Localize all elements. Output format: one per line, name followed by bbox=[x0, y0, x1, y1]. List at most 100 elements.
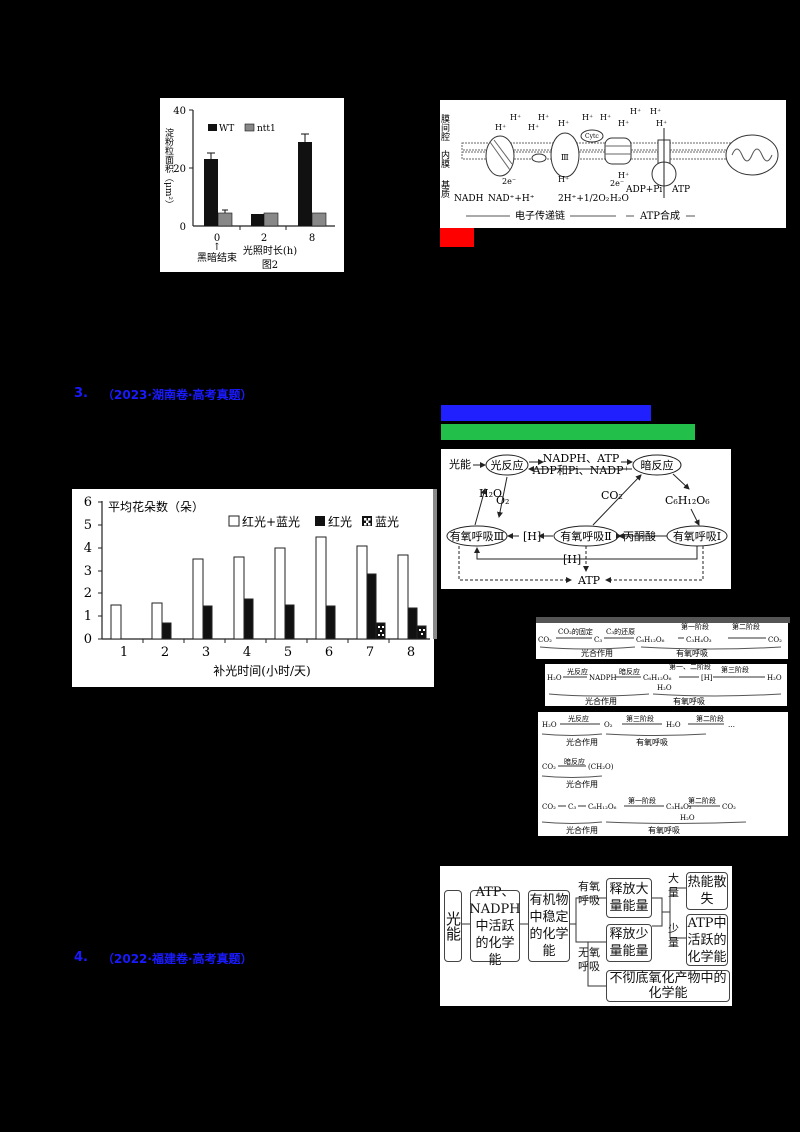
label-nad: NAD⁺+H⁺ bbox=[488, 194, 535, 204]
question-4-heading: 4. （2022·福建卷·高考真题） bbox=[74, 950, 252, 965]
svg-text:Cytc: Cytc bbox=[585, 133, 599, 140]
svg-text:H₂O: H₂O bbox=[666, 721, 681, 729]
label-etc: 电子传递链 bbox=[515, 209, 565, 222]
svg-text:C₆H₁₂O₆: C₆H₁₂O₆ bbox=[665, 494, 710, 507]
svg-text:H⁺: H⁺ bbox=[650, 107, 661, 116]
svg-text:有氧呼吸: 有氧呼吸 bbox=[673, 696, 705, 706]
divider-strip bbox=[433, 489, 437, 639]
svg-text:H₂O: H₂O bbox=[547, 674, 562, 682]
bar-rb-8 bbox=[397, 554, 409, 640]
fig2-xtick-8: 8 bbox=[309, 233, 315, 244]
svg-text:3: 3 bbox=[202, 645, 210, 660]
box-heat-loss: 热能散失 bbox=[686, 872, 728, 910]
svg-text:C₃: C₃ bbox=[594, 636, 602, 644]
cycle-diagram-panel: 光能 光反应 暗反应 NADPH、ATP ADP和Pi、NADP⁺ H₂O O₂… bbox=[441, 449, 731, 589]
label-intermembrane-space: 膜间腔 bbox=[440, 114, 450, 142]
svg-text:H⁺: H⁺ bbox=[510, 113, 521, 122]
flower-chart-panel: 0 1 2 3 4 5 6 平均花朵数（朵） 红光+蓝光 红光 蓝光 bbox=[72, 489, 434, 687]
svg-text:C₃: C₃ bbox=[568, 803, 576, 811]
flower-chart-title: 平均花朵数（朵） bbox=[108, 499, 204, 514]
box-release-big: 释放大量能量 bbox=[606, 878, 652, 918]
legend-red: 红光 bbox=[328, 514, 352, 529]
node-resp1: 有氧呼吸Ⅰ bbox=[673, 529, 721, 543]
svg-text:有氧呼吸: 有氧呼吸 bbox=[636, 737, 668, 747]
svg-text:H⁺: H⁺ bbox=[528, 123, 539, 132]
svg-text:光合作用: 光合作用 bbox=[566, 825, 598, 835]
fig2-ytick-0: 0 bbox=[180, 222, 186, 233]
svg-text:光合作用: 光合作用 bbox=[566, 779, 598, 789]
svg-text:4: 4 bbox=[84, 541, 92, 556]
svg-text:3: 3 bbox=[84, 564, 92, 579]
fig2-xtick-2: 2 bbox=[261, 233, 267, 244]
section-2-subheading: 1.光合作用与有氧呼吸中物质和能量的转化关系 bbox=[441, 424, 695, 440]
svg-text:4: 4 bbox=[243, 645, 251, 660]
label-matrix: 基质 bbox=[440, 179, 450, 199]
svg-text:H⁺: H⁺ bbox=[538, 113, 549, 122]
fig2-bar-ntt1-2 bbox=[263, 212, 279, 227]
svg-text:H₂O: H₂O bbox=[542, 721, 557, 729]
bar-rb-5 bbox=[274, 547, 286, 640]
bar-r-2 bbox=[161, 622, 172, 640]
svg-text:CO₂: CO₂ bbox=[722, 803, 736, 811]
label-adp-pi: ADP+Pi bbox=[625, 185, 662, 195]
box-organic-matter: 有机物中稳定的化学能 bbox=[528, 890, 570, 962]
label-h-o2: 2H⁺+1/2O₂ bbox=[558, 194, 610, 204]
svg-text:第三阶段: 第三阶段 bbox=[721, 665, 749, 674]
svg-text:5: 5 bbox=[284, 645, 292, 660]
node-dark-reaction: 暗反应 bbox=[641, 458, 674, 472]
svg-text:光能: 光能 bbox=[449, 457, 471, 471]
mito-diagram: 膜间腔 内膜 基质 Ⅲ Cytc H⁺ H⁺ H⁺ H⁺ H⁺ H⁺ H⁺ H⁺ H⁺ H… bbox=[439, 107, 779, 222]
svg-text:第一阶段: 第一阶段 bbox=[681, 623, 709, 631]
svg-text:Ⅲ: Ⅲ bbox=[561, 153, 569, 162]
red-tag: ■■■ bbox=[440, 228, 474, 247]
fig2-legend-ntt1: ntt1 bbox=[257, 124, 276, 134]
svg-text:暗反应: 暗反应 bbox=[619, 667, 640, 676]
bar-rb-2 bbox=[151, 602, 163, 640]
svg-text:第一、二阶段: 第一、二阶段 bbox=[669, 664, 711, 671]
box-light-energy: 光能 bbox=[444, 890, 462, 962]
svg-text:6: 6 bbox=[84, 495, 92, 510]
svg-text:C₆H₁₂O₆: C₆H₁₂O₆ bbox=[636, 636, 665, 644]
svg-text:H⁺: H⁺ bbox=[558, 175, 569, 184]
label-anaerobic: 无氧呼吸 bbox=[578, 946, 600, 973]
svg-text:2e⁻: 2e⁻ bbox=[502, 177, 516, 186]
label-atp: ATP bbox=[671, 185, 690, 195]
fig2-ytick-40: 40 bbox=[173, 106, 186, 117]
box-release-small: 释放少量能量 bbox=[606, 924, 652, 962]
svg-text:有氧呼吸: 有氧呼吸 bbox=[676, 648, 708, 658]
svg-text:[H]: [H] bbox=[523, 530, 541, 543]
svg-text:H⁺: H⁺ bbox=[495, 123, 506, 132]
svg-text:…: … bbox=[728, 721, 735, 729]
svg-text:CO₂: CO₂ bbox=[601, 489, 623, 502]
path-diagram-1: CO₂ CO₂的固定 C₃ C₃的还原 C₆H₁₂O₆ 第一阶段 C₃H₄O₃ … bbox=[536, 622, 788, 659]
svg-text:第二阶段: 第二阶段 bbox=[696, 714, 724, 723]
svg-text:6: 6 bbox=[325, 645, 333, 660]
bar-r-4 bbox=[243, 598, 254, 640]
svg-text:NADPH、ATP: NADPH、ATP bbox=[543, 452, 620, 465]
svg-text:5: 5 bbox=[84, 518, 92, 533]
svg-text:(CH₂O): (CH₂O) bbox=[588, 763, 614, 771]
svg-text:暗反应: 暗反应 bbox=[564, 757, 585, 766]
box-incomplete-oxidation: 不彻底氧化产物中的化学能 bbox=[606, 970, 730, 1002]
bar-r-5 bbox=[284, 604, 295, 640]
svg-text:CO₂的固定: CO₂的固定 bbox=[558, 627, 593, 636]
svg-text:H⁺: H⁺ bbox=[618, 171, 629, 180]
fig2-dark-end-note: 黑暗结束 bbox=[197, 251, 237, 264]
path-diagram-3: H₂O 光反应 O₂ 第三阶段 H₂O 第二阶段 … 光合作用 有氧呼吸 CO₂… bbox=[538, 712, 788, 836]
svg-text:7: 7 bbox=[366, 645, 374, 660]
path-diagram-2: H₂O 光反应 NADPH 暗反应 C₆H₁₂O₆ 第一、二阶段 [H] 第三阶… bbox=[545, 662, 787, 706]
svg-text:光反应: 光反应 bbox=[568, 714, 589, 723]
bar-rb-3 bbox=[192, 558, 204, 640]
svg-text:第一阶段: 第一阶段 bbox=[628, 796, 656, 805]
fig2-bar-ntt1-0 bbox=[217, 212, 233, 227]
label-aerobic: 有氧呼吸 bbox=[578, 880, 600, 907]
fig2-ytick-20: 20 bbox=[173, 164, 186, 175]
bar-b-8 bbox=[416, 625, 427, 640]
svg-text:H⁺: H⁺ bbox=[600, 113, 611, 122]
svg-text:O₂: O₂ bbox=[604, 721, 613, 729]
svg-text:2: 2 bbox=[161, 645, 169, 660]
svg-text:C₆H₁₂O₆: C₆H₁₂O₆ bbox=[588, 803, 617, 811]
bar-rb-4 bbox=[233, 556, 245, 640]
svg-text:ADP和Pi、NADP⁺: ADP和Pi、NADP⁺ bbox=[532, 464, 630, 477]
svg-text:NADPH: NADPH bbox=[589, 674, 617, 682]
